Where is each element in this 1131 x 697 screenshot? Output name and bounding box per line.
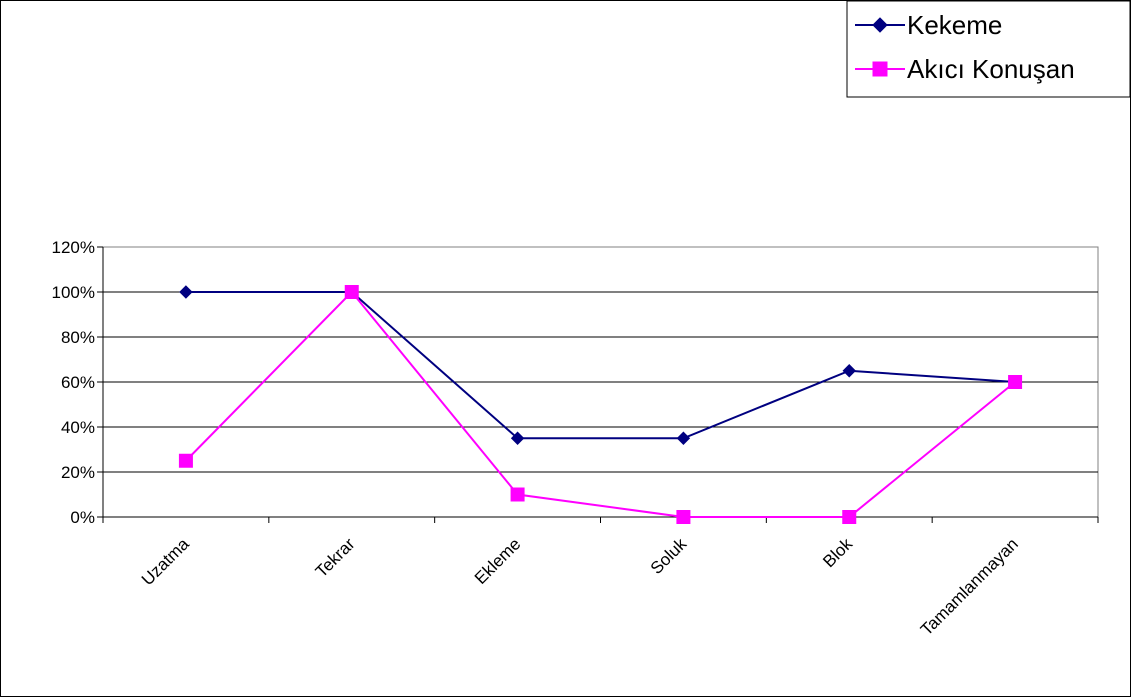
legend: Kekeme Akıcı Konuşan bbox=[846, 1, 1130, 98]
data-point bbox=[842, 510, 857, 524]
legend-label: Akıcı Konuşan bbox=[907, 54, 1075, 84]
y-tick-label: 60% bbox=[61, 373, 95, 392]
y-tick-label: 20% bbox=[61, 463, 95, 482]
y-tick-label: 120% bbox=[52, 238, 95, 257]
data-point bbox=[676, 510, 691, 524]
x-tick-label: Tamamlanmayan bbox=[917, 534, 1022, 639]
x-tick-label: Uzatma bbox=[138, 534, 193, 589]
data-point bbox=[344, 285, 359, 299]
data-point bbox=[510, 431, 525, 445]
data-point bbox=[842, 364, 856, 378]
data-point bbox=[178, 453, 193, 468]
data-point bbox=[179, 285, 193, 299]
data-point bbox=[1008, 375, 1023, 389]
series-line bbox=[185, 291, 1016, 440]
y-tick-label: 0% bbox=[70, 508, 95, 527]
y-tick-label: 100% bbox=[52, 283, 95, 302]
series-2 bbox=[178, 285, 1023, 524]
legend-entry: Kekeme bbox=[855, 10, 1002, 40]
y-tick-label: 40% bbox=[61, 418, 95, 437]
y-tick-label: 80% bbox=[61, 328, 95, 347]
x-tick-label: Ekleme bbox=[471, 534, 525, 588]
legend-entry: Akıcı Konuşan bbox=[855, 54, 1075, 84]
series-layer bbox=[178, 285, 1023, 524]
legend-label: Kekeme bbox=[907, 10, 1002, 40]
series-line bbox=[185, 290, 1016, 518]
x-tick-label: Blok bbox=[819, 534, 856, 571]
legend-marker bbox=[872, 17, 888, 33]
data-point bbox=[676, 431, 691, 445]
x-tick-label: Soluk bbox=[647, 534, 691, 578]
legend-box bbox=[846, 1, 1130, 98]
x-tick-label: Tekrar bbox=[312, 534, 359, 581]
data-point bbox=[510, 487, 525, 502]
legend-marker bbox=[872, 61, 888, 77]
